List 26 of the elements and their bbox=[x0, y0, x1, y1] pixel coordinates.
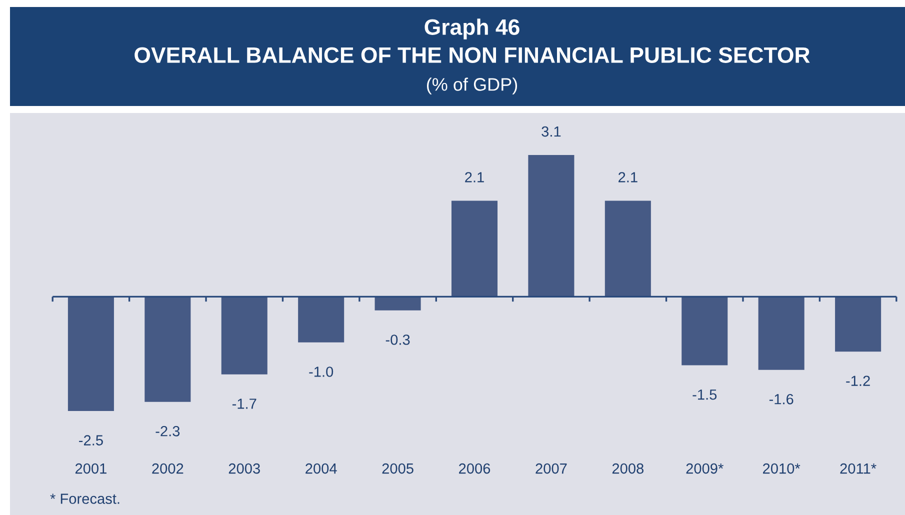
data-label: -0.3 bbox=[386, 334, 410, 345]
text: * Forecast. bbox=[50, 494, 120, 504]
data-label: 2.1 bbox=[465, 172, 484, 182]
data-label: 2.1 bbox=[618, 172, 638, 182]
data-label: -1.0 bbox=[309, 366, 334, 377]
data-label: -1.5 bbox=[692, 390, 717, 400]
x-tick-label: 2002 bbox=[152, 463, 184, 474]
data-label: -2.3 bbox=[156, 426, 180, 436]
chart-subtitle: OVERALL BALANCE OF THE NON FINANCIAL PUBLIC SECTOR bbox=[134, 47, 810, 63]
data-label: 3.1 bbox=[542, 126, 561, 137]
x-tick-label: 2003 bbox=[228, 463, 260, 474]
x-tick-label: 2006 bbox=[459, 463, 490, 474]
x-tick-label: 2004 bbox=[306, 463, 337, 474]
data-label: -1.2 bbox=[846, 376, 870, 386]
x-tick-label: 2011* bbox=[840, 463, 876, 474]
y-axis-title: (% of GDP) bbox=[426, 78, 518, 94]
x-tick-label: 2007 bbox=[536, 463, 567, 474]
data-label: -2.5 bbox=[79, 435, 103, 446]
x-tick-label: 2001 bbox=[75, 463, 106, 474]
data-label: -1.6 bbox=[769, 394, 794, 404]
data-label: -1.7 bbox=[232, 398, 256, 409]
chart-title: Graph 46 bbox=[424, 18, 520, 40]
x-tick-label: 2008 bbox=[612, 463, 644, 474]
x-tick-label: 2009* bbox=[686, 463, 724, 474]
x-tick-label: 2005 bbox=[382, 463, 414, 474]
x-tick-label: 2010* bbox=[763, 463, 800, 474]
